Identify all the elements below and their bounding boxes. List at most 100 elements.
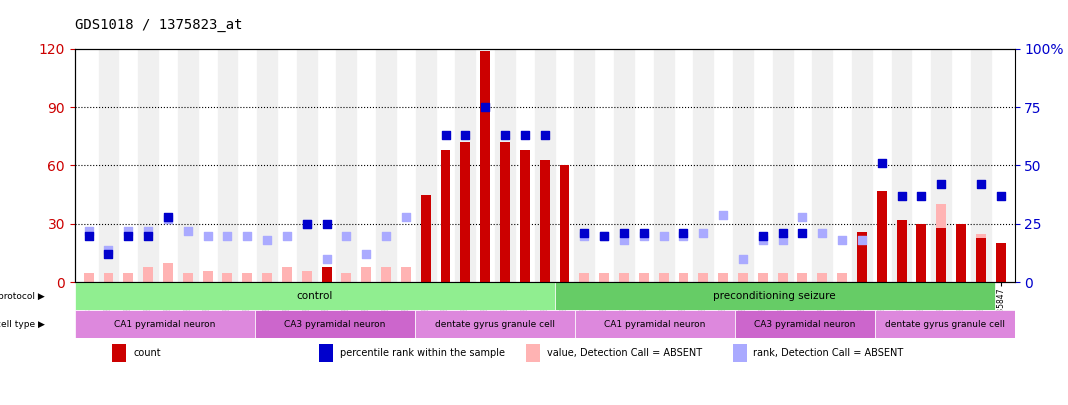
Point (735, 256, 752, 262)
FancyBboxPatch shape (554, 282, 994, 310)
Bar (560, 166, 569, 282)
Bar (931, 49, 952, 282)
Point (140, 228, 157, 234)
Bar (916, 224, 926, 282)
FancyBboxPatch shape (735, 310, 875, 339)
FancyBboxPatch shape (575, 310, 735, 339)
Point (794, 230, 811, 237)
Bar (937, 205, 946, 282)
Point (80, 232, 97, 239)
Bar (639, 273, 648, 282)
Bar (460, 142, 470, 282)
Point (635, 232, 653, 239)
Point (397, 214, 414, 220)
Bar (257, 49, 277, 282)
Bar (535, 49, 554, 282)
Bar (718, 273, 728, 282)
Point (258, 237, 276, 243)
Bar (614, 49, 634, 282)
Bar (837, 273, 847, 282)
Point (754, 237, 771, 243)
Bar (995, 243, 1006, 282)
Bar (575, 49, 594, 282)
Text: GDS1018 / 1375823_at: GDS1018 / 1375823_at (75, 18, 242, 32)
Bar (976, 238, 986, 282)
Bar (579, 273, 590, 282)
Point (516, 132, 533, 139)
Text: rank, Detection Call = ABSENT: rank, Detection Call = ABSENT (753, 348, 904, 358)
Bar (342, 273, 351, 282)
Bar (321, 273, 331, 282)
Point (298, 221, 315, 227)
Bar (693, 49, 713, 282)
Bar (123, 273, 134, 282)
Bar (143, 267, 153, 282)
Point (932, 181, 949, 188)
Bar (361, 267, 372, 282)
Bar (877, 273, 886, 282)
Bar (460, 273, 470, 282)
Bar (897, 224, 907, 282)
Point (497, 132, 514, 139)
Point (576, 232, 593, 239)
Bar (798, 273, 807, 282)
Bar (83, 273, 94, 282)
Point (318, 221, 335, 227)
Bar (520, 267, 530, 282)
Bar (302, 271, 312, 282)
Bar (222, 273, 233, 282)
Bar (857, 273, 867, 282)
Text: percentile rank within the sample: percentile rank within the sample (340, 348, 505, 358)
Bar (654, 49, 674, 282)
Bar (659, 273, 669, 282)
Bar (758, 273, 768, 282)
Bar (897, 220, 907, 282)
Point (913, 193, 930, 199)
Bar (98, 49, 119, 282)
Bar (857, 232, 867, 282)
Text: value, Detection Call = ABSENT: value, Detection Call = ABSENT (547, 348, 702, 358)
FancyBboxPatch shape (414, 310, 575, 339)
Bar (678, 273, 689, 282)
Bar (956, 224, 967, 282)
Bar (733, 344, 747, 362)
FancyBboxPatch shape (875, 310, 1015, 339)
Text: count: count (134, 348, 160, 358)
Bar (481, 273, 490, 282)
Bar (163, 263, 173, 282)
Point (893, 193, 910, 199)
Text: CA3 pyramidal neuron: CA3 pyramidal neuron (284, 320, 386, 329)
Bar (619, 273, 629, 282)
Point (377, 232, 394, 239)
Bar (813, 49, 832, 282)
Point (140, 232, 157, 239)
Bar (218, 49, 237, 282)
Text: protocol ▶: protocol ▶ (0, 292, 45, 301)
Point (714, 211, 732, 218)
Text: CA1 pyramidal neuron: CA1 pyramidal neuron (114, 320, 216, 329)
Bar (560, 273, 569, 282)
Point (358, 251, 375, 258)
Point (675, 230, 692, 237)
Point (853, 237, 870, 243)
Bar (496, 49, 515, 282)
Point (695, 230, 712, 237)
Bar (441, 273, 451, 282)
Bar (421, 195, 430, 282)
Point (337, 232, 355, 239)
Bar (282, 267, 292, 282)
Point (179, 228, 197, 234)
Point (774, 237, 791, 243)
Bar (778, 273, 787, 282)
Point (437, 132, 454, 139)
Bar (892, 49, 911, 282)
Bar (183, 273, 192, 282)
Point (219, 232, 236, 239)
Text: CA3 pyramidal neuron: CA3 pyramidal neuron (754, 320, 855, 329)
Bar (321, 267, 331, 282)
Point (100, 246, 117, 253)
Bar (178, 49, 198, 282)
Point (774, 230, 791, 237)
Bar (877, 191, 886, 282)
Bar (297, 49, 316, 282)
